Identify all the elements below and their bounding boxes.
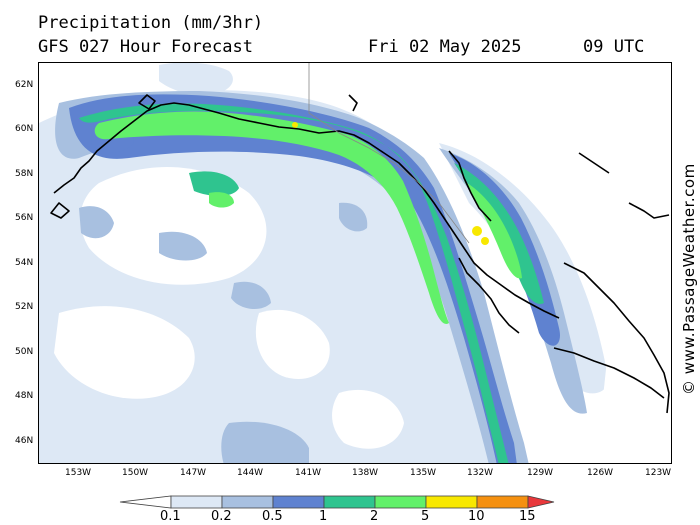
legend-label-15: 15 (519, 509, 536, 524)
lat-label-60n: 60N (15, 124, 34, 134)
legend-label-10: 10 (468, 509, 485, 524)
forecast-time: 09 UTC (583, 37, 645, 57)
lon-label-147w: 147W (180, 468, 207, 478)
lon-label-129w: 129W (527, 468, 554, 478)
lat-label-50n: 50N (15, 347, 34, 357)
legend-swatch-6 (425, 495, 478, 509)
precip-heavy (79, 103, 544, 463)
lon-label-123w: 123W (645, 468, 672, 478)
precipitation-map (38, 62, 672, 464)
lon-label-138w: 138W (352, 468, 379, 478)
lat-label-62n: 62N (15, 80, 34, 90)
coastline (50, 94, 670, 414)
legend-label-5: 5 (421, 509, 430, 524)
lat-label-54n: 54N (15, 258, 34, 268)
legend-swatch-2 (221, 495, 274, 509)
lon-label-135w: 135W (410, 468, 437, 478)
lat-label-56n: 56N (15, 213, 34, 223)
legend-swatch-1 (170, 495, 223, 509)
lon-label-153w: 153W (65, 468, 92, 478)
lat-label-48n: 48N (15, 391, 34, 401)
lat-label-52n: 52N (15, 302, 34, 312)
forecast-date: Fri 02 May 2025 (368, 37, 522, 57)
lon-label-150w: 150W (122, 468, 149, 478)
legend-arrow-high (527, 495, 555, 509)
map-canvas (39, 63, 671, 463)
legend-swatch-4 (323, 495, 376, 509)
legend-bar (119, 495, 555, 509)
legend-label-0-1: 0.1 (160, 509, 181, 524)
legend-swatch-5 (374, 495, 427, 509)
legend-swatch-3 (272, 495, 325, 509)
legend-swatch-7 (476, 495, 529, 509)
precip-very-heavy (94, 111, 522, 324)
legend-label-0-2: 0.2 (211, 509, 232, 524)
lon-label-144w: 144W (237, 468, 264, 478)
precip-intense (292, 122, 489, 245)
legend-label-1: 1 (319, 509, 328, 524)
lat-label-46n: 46N (15, 436, 34, 446)
legend-label-2: 2 (370, 509, 379, 524)
lon-label-132w: 132W (467, 468, 494, 478)
legend-label-0-5: 0.5 (262, 509, 283, 524)
legend-arrow-low (119, 495, 172, 509)
border-line (308, 63, 470, 244)
forecast-label: GFS 027 Hour Forecast (38, 37, 253, 57)
map-title: Precipitation (mm/3hr) (38, 13, 264, 33)
lon-label-141w: 141W (295, 468, 322, 478)
lon-label-126w: 126W (587, 468, 614, 478)
lat-label-58n: 58N (15, 169, 34, 179)
